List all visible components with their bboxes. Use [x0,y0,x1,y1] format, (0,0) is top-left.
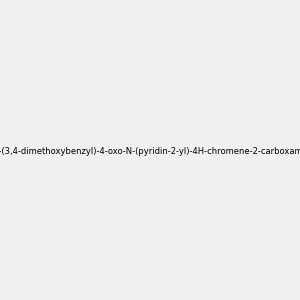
Text: N-(3,4-dimethoxybenzyl)-4-oxo-N-(pyridin-2-yl)-4H-chromene-2-carboxamide: N-(3,4-dimethoxybenzyl)-4-oxo-N-(pyridin… [0,147,300,156]
